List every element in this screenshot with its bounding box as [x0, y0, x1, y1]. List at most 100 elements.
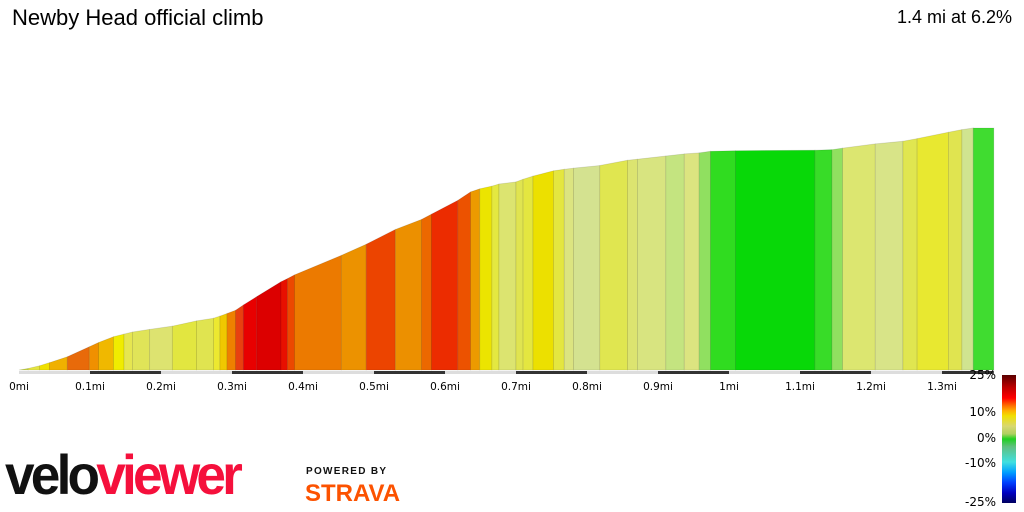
x-tick-label: 0.7mi — [501, 381, 531, 393]
profile-segment — [340, 243, 367, 371]
profile-segment — [972, 127, 995, 371]
profile-segment — [522, 175, 534, 371]
x-tick-label: 0.1mi — [75, 381, 105, 393]
profile-segment — [18, 367, 29, 371]
profile-segment — [256, 281, 282, 371]
profile-segment — [219, 312, 228, 371]
distance-axis-bar — [19, 371, 994, 374]
profile-segment — [515, 178, 524, 371]
profile-segment — [874, 140, 904, 371]
x-tick-label: 1.2mi — [856, 381, 886, 393]
profile-segment — [39, 362, 50, 371]
profile-segment — [294, 254, 342, 371]
profile-segment — [831, 147, 843, 371]
axis-bar-stripe — [303, 371, 374, 374]
profile-segment — [123, 331, 134, 371]
profile-segment — [235, 304, 244, 371]
legend-label-10: 10% — [969, 405, 996, 419]
veloviewer-logo: veloviewer — [5, 447, 243, 503]
x-tick-label: 0.8mi — [572, 381, 602, 393]
profile-segment — [421, 213, 432, 371]
profile-segment — [88, 341, 99, 371]
axis-bar-stripe — [871, 371, 942, 374]
profile-segment — [27, 365, 40, 371]
legend-label-minus10: -10% — [964, 456, 996, 470]
axis-bar-stripe — [374, 371, 445, 374]
axis-bar-stripe — [19, 371, 90, 374]
profile-segment — [49, 356, 68, 371]
x-tick-label: 0.2mi — [146, 381, 176, 393]
axis-bar-stripe — [587, 371, 658, 374]
profile-segment — [66, 346, 90, 371]
x-tick-label: 0mi — [9, 381, 29, 393]
profile-segment — [196, 317, 214, 371]
profile-segment — [242, 295, 258, 371]
axis-bar-stripe — [800, 371, 871, 374]
profile-segment — [431, 199, 459, 371]
profile-segment — [365, 228, 396, 371]
profile-segment — [498, 181, 517, 371]
axis-bar-stripe — [90, 371, 161, 374]
axis-bar-stripe — [161, 371, 232, 374]
profile-segment — [113, 333, 125, 371]
climb-summary: 1.4 mi at 6.2% — [896, 7, 1012, 27]
x-tick-label: 0.4mi — [288, 381, 318, 393]
axis-bar-stripe — [516, 371, 587, 374]
logo-velo: velo — [5, 443, 100, 506]
profile-segment — [470, 188, 481, 371]
profile-segment — [961, 127, 974, 371]
profile-segment — [698, 150, 711, 371]
profile-segment — [132, 328, 151, 371]
profile-segment — [226, 309, 236, 371]
x-tick-label: 1mi — [719, 381, 739, 393]
legend-label-25: 25% — [969, 368, 996, 382]
profile-segment — [814, 149, 833, 371]
profile-segment — [491, 183, 500, 371]
x-tick-label: 0.5mi — [359, 381, 389, 393]
profile-segment — [563, 167, 574, 371]
profile-segment — [637, 155, 667, 371]
profile-segment — [683, 152, 700, 371]
strava-logo: STRAVA — [305, 480, 401, 507]
profile-segment — [457, 191, 471, 371]
profile-segments — [18, 127, 995, 371]
x-tick-label: 1.1mi — [785, 381, 815, 393]
x-tick-label: 0.9mi — [643, 381, 673, 393]
profile-segment — [149, 325, 173, 371]
profile-segment — [573, 165, 601, 371]
profile-segment — [599, 159, 628, 371]
profile-segment — [947, 129, 963, 371]
profile-segment — [286, 274, 295, 371]
distance-tick-labels: 0mi 0.1mi 0.2mi 0.3mi 0.4mi 0.5mi 0.6mi 0.7mi 0.… — [9, 381, 957, 393]
elevation-profile-chart: 0mi 0.1mi 0.2mi 0.3mi 0.4mi 0.5mi 0.6mi 0.7mi 0.… — [9, 127, 995, 393]
profile-segment — [394, 218, 422, 371]
profile-segment — [842, 143, 876, 371]
profile-segment — [916, 131, 949, 371]
logo-viewer: viewer — [96, 443, 243, 506]
profile-segment — [280, 277, 288, 371]
profile-segment — [553, 168, 565, 371]
axis-bar-stripe — [658, 371, 729, 374]
profile-segment — [98, 336, 114, 371]
axis-bar-stripe — [942, 371, 994, 374]
axis-bar-stripe — [729, 371, 800, 374]
profile-segment — [902, 138, 918, 371]
profile-segment — [171, 320, 197, 371]
profile-segment — [627, 158, 638, 371]
axis-bar-stripe — [445, 371, 516, 374]
profile-segment — [213, 315, 221, 371]
profile-segment — [479, 185, 493, 371]
legend-label-0: 0% — [976, 431, 996, 445]
x-tick-label: 0.6mi — [430, 381, 460, 393]
profile-segment — [532, 170, 555, 371]
x-tick-label: 1.3mi — [927, 381, 957, 393]
powered-by-label: POWERED BY — [306, 466, 388, 477]
page-title: Newby Head official climb — [12, 5, 264, 30]
profile-segment — [734, 149, 816, 371]
profile-segment — [710, 150, 736, 371]
legend-label-minus25: -25% — [964, 495, 996, 509]
gradient-colorbar — [1002, 375, 1016, 503]
x-tick-label: 0.3mi — [217, 381, 247, 393]
profile-segment — [665, 153, 685, 371]
axis-bar-stripe — [232, 371, 303, 374]
